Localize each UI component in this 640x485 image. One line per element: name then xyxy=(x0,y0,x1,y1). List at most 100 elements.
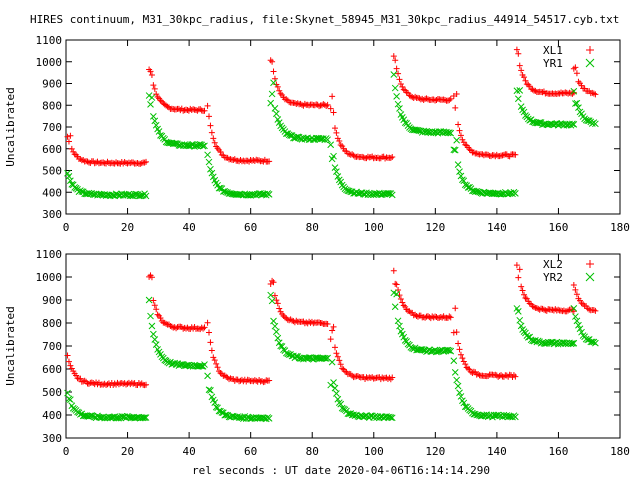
data-point xyxy=(150,82,157,89)
data-point xyxy=(142,414,150,421)
data-point xyxy=(515,274,522,281)
data-point xyxy=(457,393,465,400)
data-point xyxy=(207,387,214,394)
data-point xyxy=(540,306,547,313)
data-point xyxy=(293,317,300,324)
data-point xyxy=(267,99,275,107)
data-point xyxy=(573,317,581,325)
data-point xyxy=(342,368,349,375)
data-point xyxy=(333,168,340,175)
data-point xyxy=(139,414,147,422)
data-point xyxy=(456,127,463,134)
data-point xyxy=(331,344,338,351)
data-point xyxy=(329,327,336,334)
data-point xyxy=(281,314,288,321)
data-point xyxy=(573,70,580,77)
y-tick-label: 700 xyxy=(42,121,62,134)
data-point xyxy=(90,380,97,387)
data-point xyxy=(333,390,340,397)
data-point xyxy=(163,320,170,327)
data-point xyxy=(210,135,217,142)
data-point xyxy=(253,377,260,384)
data-point xyxy=(270,68,277,75)
data-point xyxy=(572,64,579,71)
data-point xyxy=(390,53,397,60)
data-point xyxy=(572,313,579,320)
data-point xyxy=(360,154,367,161)
data-point xyxy=(512,373,519,380)
data-point xyxy=(530,304,537,311)
data-point xyxy=(493,151,500,158)
data-point xyxy=(154,93,161,100)
data-point xyxy=(450,357,458,365)
data-point xyxy=(333,129,340,136)
data-point xyxy=(211,357,218,364)
data-point xyxy=(138,160,145,167)
data-point xyxy=(337,361,344,368)
data-point xyxy=(98,191,106,198)
data-point xyxy=(324,101,331,108)
data-point xyxy=(469,369,476,376)
data-point xyxy=(148,72,155,79)
y-tick-label: 300 xyxy=(42,208,62,221)
series-XL2 xyxy=(64,262,599,389)
data-point xyxy=(391,84,399,92)
data-point xyxy=(573,291,580,298)
x-tick-label: 0 xyxy=(63,221,70,234)
data-point xyxy=(274,334,282,342)
data-point xyxy=(150,330,157,338)
data-point xyxy=(466,366,473,373)
data-point xyxy=(499,152,506,159)
data-point xyxy=(142,192,150,200)
data-point xyxy=(209,173,217,181)
x-tick-label: 120 xyxy=(425,445,445,458)
data-point xyxy=(485,373,492,380)
data-point xyxy=(447,347,455,355)
data-point xyxy=(521,291,528,298)
data-point xyxy=(147,101,154,108)
data-point xyxy=(336,138,343,145)
data-point xyxy=(127,160,134,167)
data-point xyxy=(455,121,462,128)
data-point xyxy=(397,80,404,87)
data-point xyxy=(390,267,397,274)
data-point xyxy=(204,372,211,380)
data-point xyxy=(161,356,169,364)
data-point xyxy=(575,321,582,329)
data-point xyxy=(210,354,217,361)
data-point xyxy=(447,129,455,137)
data-point xyxy=(273,110,280,118)
data-point xyxy=(572,100,579,107)
data-point xyxy=(393,65,400,72)
data-point xyxy=(157,97,164,104)
data-point xyxy=(331,164,339,171)
data-point xyxy=(265,415,273,422)
data-point xyxy=(584,336,592,344)
y-axis-label: Uncalibrated xyxy=(4,87,17,166)
data-point xyxy=(205,386,213,394)
data-point xyxy=(393,92,400,100)
data-point xyxy=(67,177,74,185)
x-tick-label: 120 xyxy=(425,221,445,234)
y-tick-label: 1100 xyxy=(36,248,63,261)
data-point xyxy=(199,142,207,150)
data-point xyxy=(592,91,599,98)
data-point xyxy=(87,412,94,420)
legend-marker xyxy=(585,272,595,282)
data-point xyxy=(460,177,468,185)
data-point xyxy=(384,190,392,197)
data-point xyxy=(213,360,220,367)
data-point xyxy=(130,380,137,387)
y-tick-label: 1000 xyxy=(36,56,63,69)
data-point xyxy=(201,324,208,331)
data-point xyxy=(266,158,273,165)
series-YR2 xyxy=(64,289,599,423)
x-tick-label: 80 xyxy=(306,445,319,458)
data-point xyxy=(450,146,458,154)
data-point xyxy=(570,87,578,95)
x-tick-label: 60 xyxy=(244,221,257,234)
legend-marker xyxy=(586,260,594,268)
data-point xyxy=(423,95,430,102)
data-point xyxy=(251,158,258,165)
data-point xyxy=(235,414,243,421)
